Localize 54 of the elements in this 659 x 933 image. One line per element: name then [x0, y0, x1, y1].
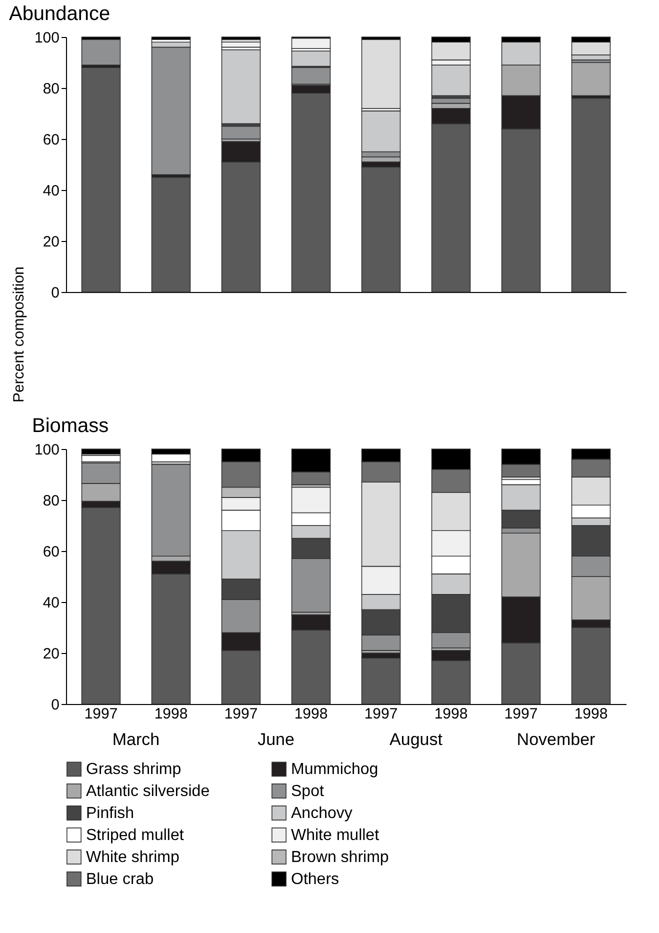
y-tick-label: 0 [51, 284, 60, 302]
legend-label: White shrimp [86, 849, 180, 866]
bar [291, 38, 331, 49]
y-tick-label: 20 [42, 646, 60, 662]
legend-label: Grass shrimp [86, 761, 182, 778]
legend-label: Blue crab [86, 871, 154, 888]
x-tick-label: 1997 [84, 706, 118, 722]
y-tick-label: 80 [42, 80, 60, 98]
y-tick-label: 60 [42, 132, 60, 148]
text: August [390, 730, 443, 749]
y-tick-label: 100 [34, 442, 60, 458]
bar [431, 64, 471, 96]
y-tick-label: 100 [34, 30, 60, 46]
bar [221, 36, 261, 40]
legend-label: White mullet [291, 827, 380, 844]
x-tick-label: 1998 [574, 706, 608, 722]
legend-label: Brown shrimp [291, 849, 389, 866]
y-tick-label: 40 [42, 182, 60, 200]
x-tick-label: 1997 [224, 706, 258, 722]
x-tick-label: 1997 [504, 706, 538, 722]
bar [361, 39, 401, 109]
x-tick-label: 1998 [294, 706, 328, 722]
bar [151, 36, 191, 40]
legend-label: Spot [291, 783, 324, 800]
y-tick-label: 60 [42, 544, 60, 560]
legend-label: Anchovy [291, 805, 352, 822]
legend-label: Pinfish [86, 805, 134, 822]
bar [361, 658, 401, 704]
bar [151, 46, 191, 176]
y-tick-label: 0 [51, 696, 60, 714]
bar [571, 62, 611, 96]
chart-title: Abundance [8, 3, 110, 25]
legend-label: Others [291, 871, 340, 888]
y-tick-label: 20 [42, 234, 60, 250]
text: June [258, 730, 294, 749]
bar [221, 49, 261, 124]
text: November [516, 730, 596, 749]
x-tick-label: 1997 [364, 706, 398, 722]
bar [361, 166, 401, 292]
bar [81, 67, 121, 292]
x-tick-label: 1998 [154, 706, 188, 722]
text: March [112, 730, 160, 749]
y-axis-title: Percent composition [10, 266, 28, 402]
legend-label: Mummichog [291, 761, 378, 778]
x-tick-label: 1998 [434, 706, 468, 722]
bar [151, 176, 191, 292]
legend-label: Striped mullet [86, 827, 184, 844]
y-tick-label: 80 [42, 492, 60, 510]
bar [571, 98, 611, 292]
chart-title: Biomass [32, 415, 109, 437]
legend-label: Atlantic silverside [86, 783, 210, 800]
bar [81, 39, 121, 66]
y-tick-label: 40 [42, 594, 60, 612]
bar [221, 126, 261, 140]
